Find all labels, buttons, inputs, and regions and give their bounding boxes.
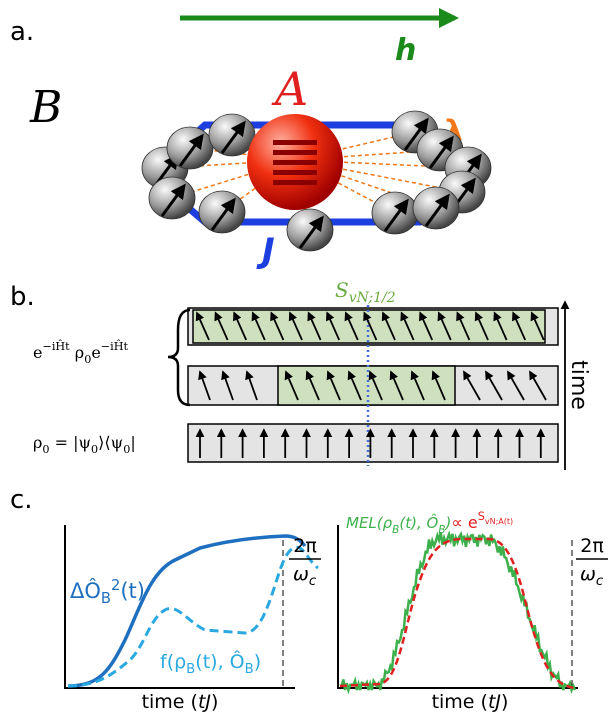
time-label: time [566,360,591,410]
text-part: time ( [432,691,488,713]
stripe [273,150,317,155]
text-part: ΔÔ [70,578,101,603]
spin [199,191,245,233]
text-part: 0 [123,443,130,456]
spin [167,127,213,169]
text-part: ) [445,514,452,532]
period-denominator: ωc [293,563,317,589]
text-part: ) [211,691,218,713]
hopping-label: J [256,231,275,271]
text-part: S [335,278,349,302]
text-part: B [101,590,111,607]
field-label: h [395,33,416,68]
x-axis-label: time (tJ) [142,691,219,713]
text-part: = |ψ [50,433,92,452]
text-part: tJ [488,691,501,713]
spin [413,187,459,229]
text-part: −iĤt [101,339,129,353]
text-part: −iĤt [42,339,70,353]
axes [338,525,578,688]
text-part: 0 [91,443,98,456]
text-part: time ( [142,691,198,713]
panel-label: a. [10,17,34,47]
spin [372,192,418,234]
text-part: S [478,510,485,523]
x-axis-label: time (tJ) [432,691,509,713]
text-part: 0 [84,353,91,366]
figure: a. h A B λ J b. SvN;1/2 e−iĤt ρ0e−iĤt ρ0… [0,0,608,715]
text-part: 0 [42,443,49,456]
text-part: (t), Ô [195,649,244,673]
panel-a: a. h A B λ J [10,17,491,271]
subsystem-box [278,366,455,405]
text-part: B [438,524,445,536]
text-part: c [596,574,604,589]
stripe [273,160,317,165]
spin [287,209,333,251]
panel-c: c. ΔÔB2(t) f(ρB(t), ÔB) MEL(ρB(t), ÔB) ∝… [10,485,608,713]
fit-curve-label: ∝ eSvN;A(t) [451,510,513,532]
text-part: e [33,343,42,362]
panel-b: b. SvN;1/2 e−iĤt ρ0e−iĤt ρ0 = |ψ0⟩⟨ψ0| t… [10,278,591,470]
text-part: vN;1/2 [349,290,396,306]
brace [168,310,190,405]
spin [209,114,255,156]
stripe [273,140,317,145]
text-part: (t), Ô [399,513,438,532]
period-numerator: 2π [580,535,604,557]
period-denominator: ωc [580,563,604,589]
text-part: ρ [33,433,42,452]
spin [149,177,195,219]
dashed-curve-label: f(ρB(t), ÔB) [160,649,261,677]
text-part: ⟩⟨ψ [98,433,123,452]
evolved-state-label: e−iĤt ρ0e−iĤt [33,339,128,366]
text-part: ω [580,563,596,585]
text-part: ) [254,651,261,673]
text-part: f(ρ [160,651,186,673]
text-part: tJ [198,691,211,713]
bath-label: B [29,82,62,133]
text-part: ω [293,563,309,585]
initial-state-label: ρ0 = |ψ0⟩⟨ψ0| [33,433,136,456]
text-part: MEL(ρ [346,514,393,532]
panel-label: c. [10,485,33,515]
system-label: A [271,62,308,116]
solid-curve-label: ΔÔB2(t) [70,577,145,607]
fit-curve [340,539,575,688]
text-part: (t) [120,579,145,603]
text-part: ∝ e [451,513,477,532]
stripe [273,180,317,185]
entropy-label: SvN;1/2 [335,278,396,306]
text-part: B [186,662,195,677]
text-part: 2 [111,577,120,594]
panel-label: b. [10,282,35,312]
text-part: | [130,433,135,452]
text-part: ρ [70,343,85,362]
text-part: B [245,662,254,677]
text-part: B [392,524,399,536]
text-part: c [309,574,317,589]
text-part: ) [501,691,508,713]
text-part: vN;A(t) [485,517,513,526]
noisy-curve-label: MEL(ρB(t), ÔB) [346,513,451,536]
stripe [273,170,317,175]
text-part: e [91,343,100,362]
period-numerator: 2π [293,535,317,557]
noisy-curve [340,532,575,690]
